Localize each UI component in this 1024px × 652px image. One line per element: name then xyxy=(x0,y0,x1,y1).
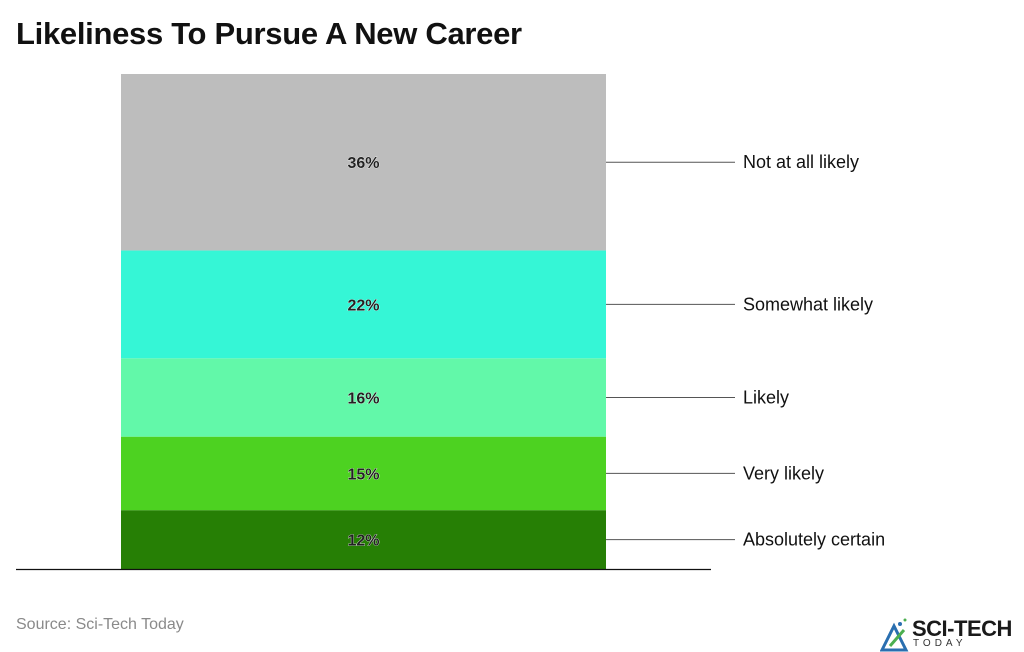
chart-title: Likeliness To Pursue A New Career xyxy=(16,16,522,51)
sci-tech-today-logo: SCI-TECH TODAY xyxy=(880,616,1024,652)
bar-segment-somewhat-likely xyxy=(121,250,606,359)
bar-segment-very-likely xyxy=(121,436,606,511)
bar-segment-not-at-all-likely xyxy=(121,74,606,251)
logo-subtext: TODAY xyxy=(913,638,967,649)
bar-segment-absolutely-certain xyxy=(121,510,606,569)
data-label: 16% xyxy=(347,390,379,407)
category-label: Not at all likely xyxy=(743,152,859,172)
data-label: 15% xyxy=(347,466,379,483)
category-label: Likely xyxy=(743,387,789,407)
logo-mark-icon xyxy=(880,618,909,652)
bar-segment-likely xyxy=(121,358,606,437)
category-label: Somewhat likely xyxy=(743,294,873,314)
source-note: Source: Sci-Tech Today xyxy=(16,616,184,633)
category-label: Very likely xyxy=(743,463,824,483)
data-label: 22% xyxy=(347,297,379,314)
data-label: 36% xyxy=(347,155,379,172)
data-label: 12% xyxy=(347,533,379,550)
category-label: Absolutely certain xyxy=(743,530,885,550)
logo-text: SCI-TECH xyxy=(912,616,1012,641)
